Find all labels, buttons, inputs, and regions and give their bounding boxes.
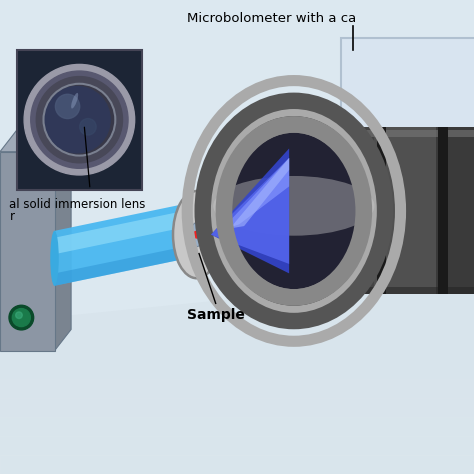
- Bar: [0, 0, 474, 332]
- Ellipse shape: [173, 191, 220, 278]
- Polygon shape: [55, 202, 192, 286]
- Ellipse shape: [201, 100, 386, 322]
- Ellipse shape: [231, 133, 356, 289]
- Circle shape: [44, 84, 115, 155]
- Circle shape: [12, 309, 30, 327]
- Bar: [334, 128, 344, 294]
- Polygon shape: [211, 158, 289, 264]
- Polygon shape: [0, 130, 71, 152]
- Circle shape: [24, 64, 135, 175]
- Polygon shape: [211, 148, 289, 273]
- Ellipse shape: [50, 231, 59, 286]
- FancyBboxPatch shape: [341, 38, 474, 275]
- Text: al solid immersion lens: al solid immersion lens: [9, 198, 146, 211]
- Circle shape: [31, 71, 128, 168]
- Bar: [0, 303, 474, 322]
- Bar: [374, 128, 436, 294]
- Circle shape: [44, 87, 110, 153]
- Bar: [0, 284, 474, 303]
- Circle shape: [16, 312, 22, 319]
- Ellipse shape: [71, 93, 78, 109]
- Ellipse shape: [217, 116, 371, 306]
- Bar: [377, 128, 386, 294]
- Bar: [0, 322, 474, 341]
- Circle shape: [80, 118, 96, 135]
- Bar: [436, 128, 474, 294]
- Text: r: r: [9, 210, 15, 222]
- Bar: [332, 128, 374, 294]
- Bar: [0, 436, 474, 455]
- Polygon shape: [230, 158, 289, 228]
- Polygon shape: [55, 130, 71, 351]
- Bar: [299, 128, 332, 294]
- Circle shape: [9, 305, 34, 330]
- Circle shape: [193, 231, 200, 238]
- Polygon shape: [0, 275, 474, 474]
- Bar: [0, 152, 55, 351]
- Bar: [17, 50, 142, 190]
- Bar: [0, 455, 474, 474]
- Bar: [0, 360, 474, 379]
- Ellipse shape: [190, 223, 203, 246]
- Bar: [0, 379, 474, 398]
- Bar: [299, 287, 474, 294]
- Bar: [0, 341, 474, 360]
- Text: Sample: Sample: [187, 308, 245, 322]
- Polygon shape: [220, 158, 289, 231]
- Bar: [299, 130, 474, 137]
- Text: Microbolometer with a ca: Microbolometer with a ca: [187, 12, 356, 25]
- Polygon shape: [55, 245, 192, 286]
- Bar: [438, 128, 448, 294]
- Circle shape: [55, 94, 80, 118]
- Bar: [0, 417, 474, 436]
- Circle shape: [36, 77, 122, 163]
- Bar: [0, 398, 474, 417]
- Ellipse shape: [211, 109, 377, 313]
- Ellipse shape: [213, 176, 374, 236]
- Ellipse shape: [224, 124, 364, 298]
- Polygon shape: [55, 210, 192, 254]
